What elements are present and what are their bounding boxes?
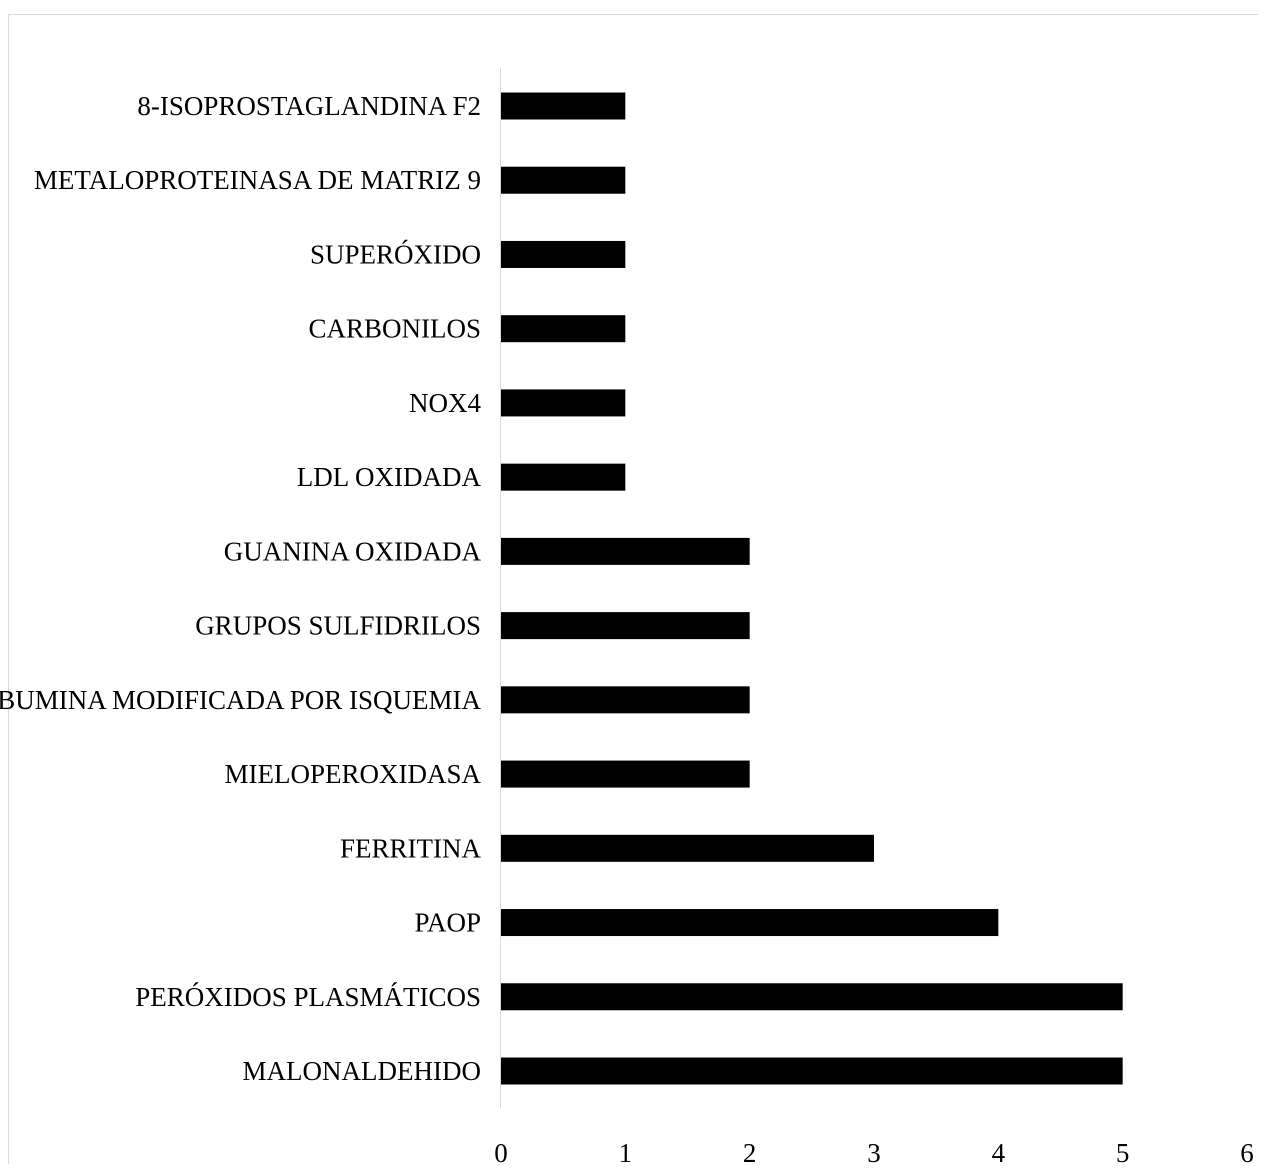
bar	[501, 686, 750, 713]
bar	[501, 909, 998, 936]
bars-group	[501, 93, 1123, 1085]
bar	[501, 612, 750, 639]
x-tick-label: 2	[743, 1138, 757, 1168]
category-label: MIELOPEROXIDASA	[225, 759, 482, 789]
bar	[501, 761, 750, 788]
bar	[501, 389, 625, 416]
category-label: PAOP	[414, 908, 481, 938]
category-label: ALBUMINA MODIFICADA POR ISQUEMIA	[0, 685, 481, 715]
category-label: NOX4	[409, 388, 481, 418]
category-label: PERÓXIDOS PLASMÁTICOS	[135, 982, 481, 1012]
bar	[501, 93, 625, 120]
category-label: GUANINA OXIDADA	[224, 536, 482, 566]
bar	[501, 1058, 1123, 1085]
category-label: CARBONILOS	[308, 314, 481, 344]
category-label: GRUPOS SULFIDRILOS	[195, 611, 481, 641]
x-tick-label: 0	[494, 1138, 508, 1168]
x-tick-label: 3	[867, 1138, 881, 1168]
bar	[501, 538, 750, 565]
x-tick-label: 5	[1116, 1138, 1130, 1168]
category-label: FERRITINA	[340, 833, 482, 863]
category-label: 8-ISOPROSTAGLANDINA F2	[137, 91, 481, 121]
bar	[501, 167, 625, 194]
bar	[501, 464, 625, 491]
x-tick-label: 6	[1240, 1138, 1254, 1168]
category-labels: 8-ISOPROSTAGLANDINA F2 METALOPROTEINASA D…	[0, 91, 482, 1086]
category-label: METALOPROTEINASA DE MATRIZ 9	[34, 165, 481, 195]
bar	[501, 835, 874, 862]
bar	[501, 983, 1123, 1010]
bar	[501, 315, 625, 342]
x-tick-label: 1	[619, 1138, 633, 1168]
category-label: LDL OXIDADA	[297, 462, 482, 492]
category-label: MALONALDEHIDO	[243, 1056, 481, 1086]
category-label: SUPERÓXIDO	[310, 239, 481, 269]
x-tick-label: 4	[992, 1138, 1006, 1168]
bar	[501, 241, 625, 268]
x-tick-labels: 0 1 2 3 4 5 6	[494, 1138, 1254, 1168]
